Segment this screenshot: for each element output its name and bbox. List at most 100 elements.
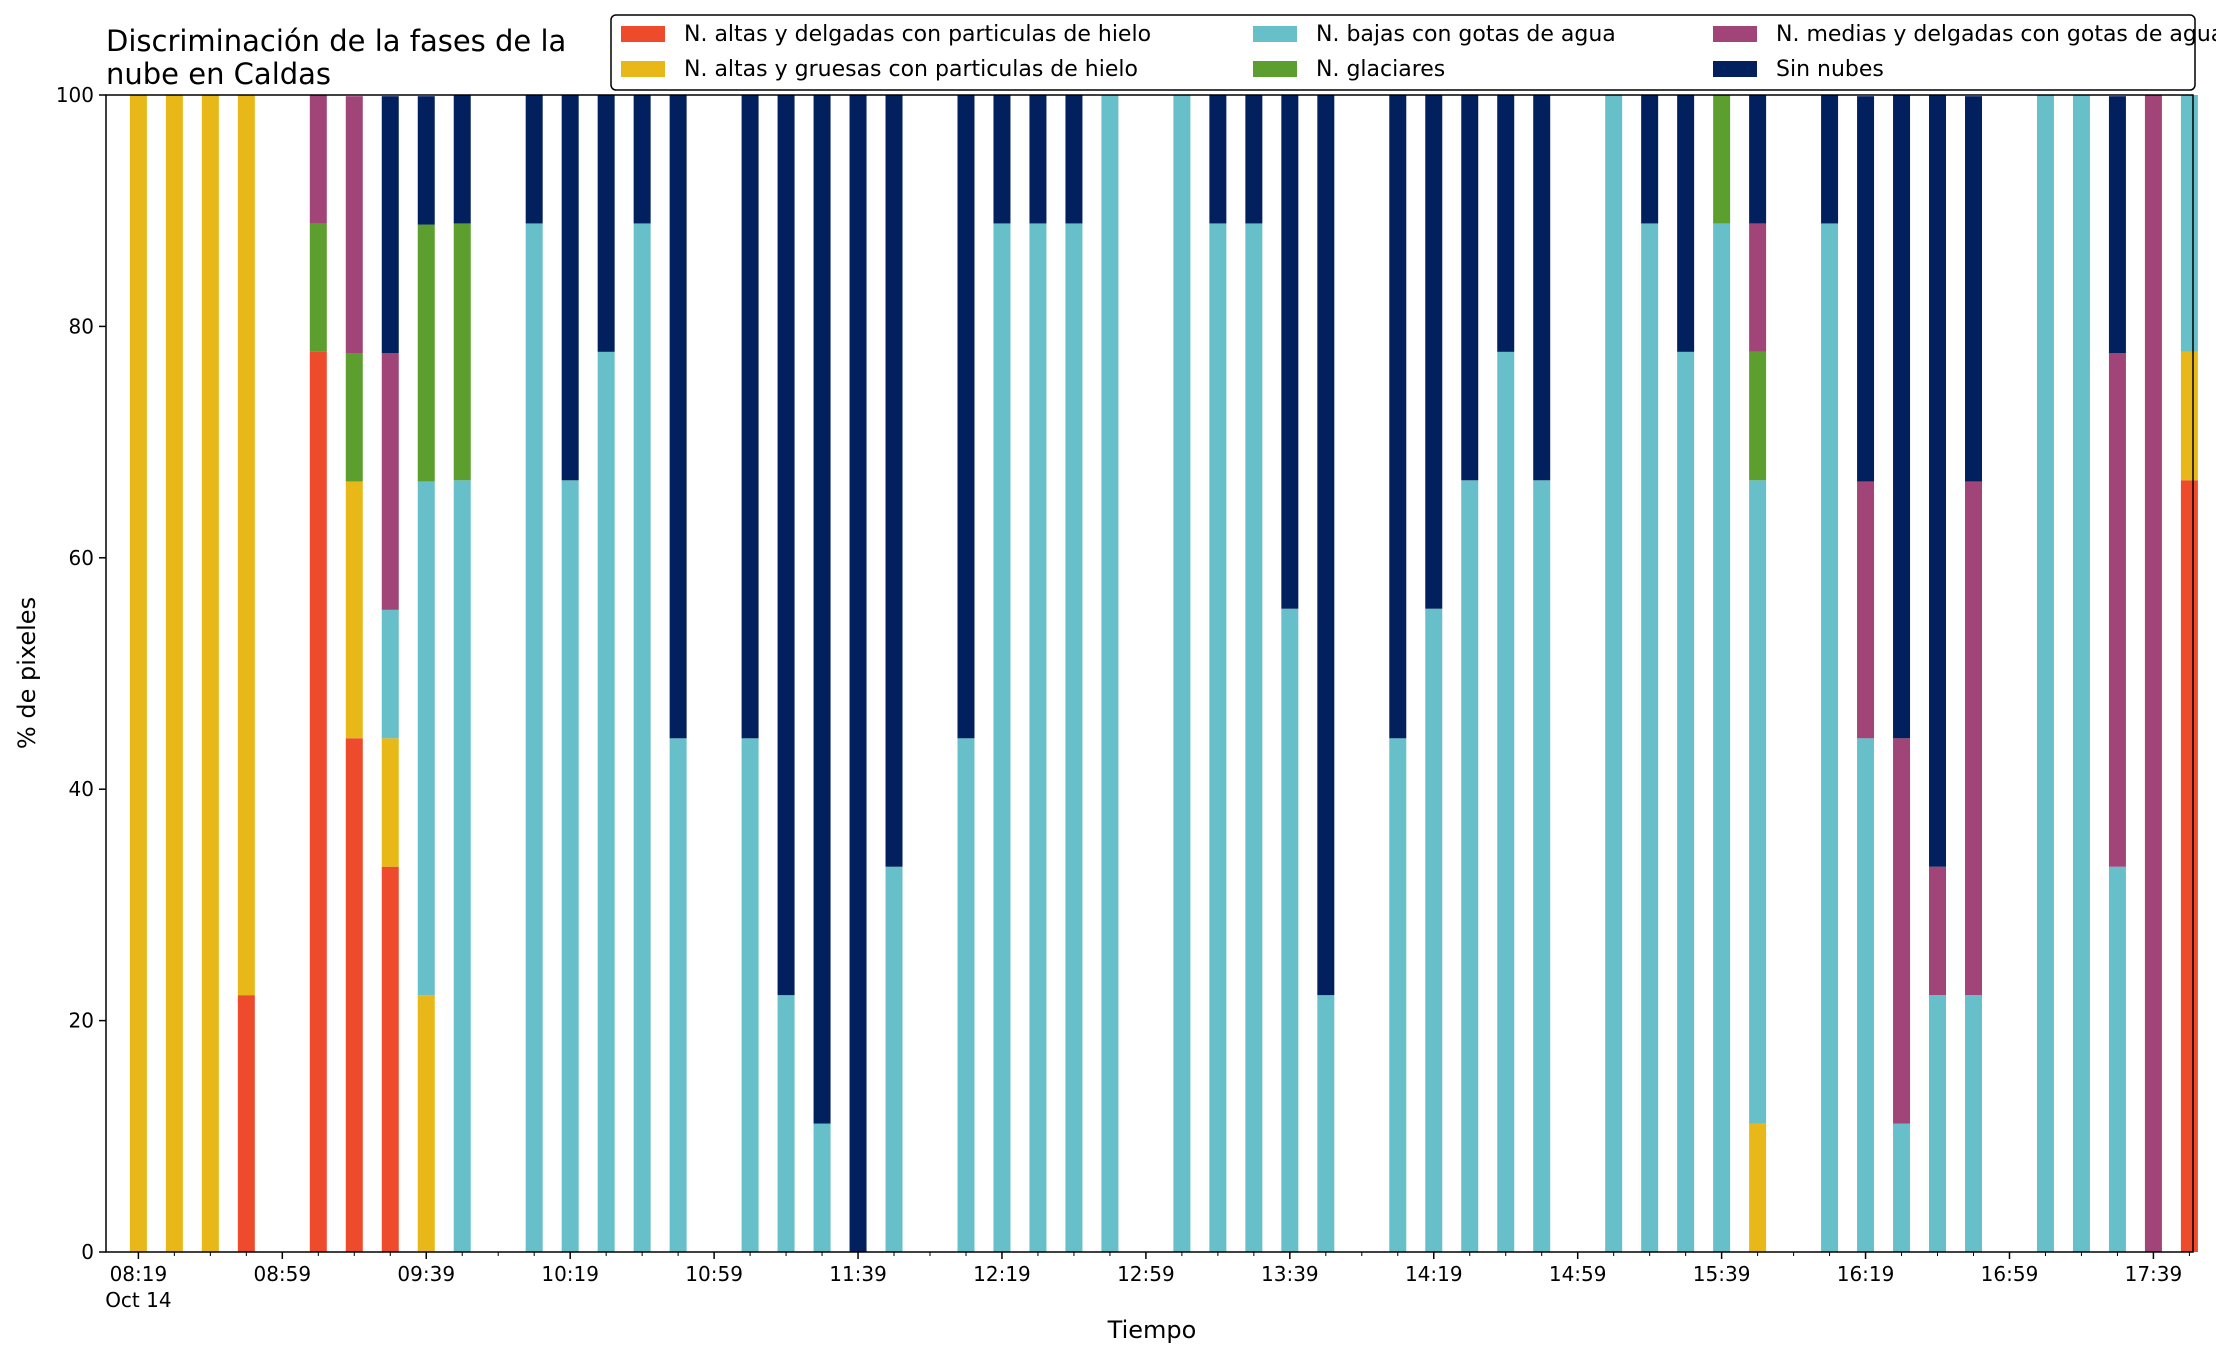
bar-segment-0929-s2 bbox=[381, 609, 399, 739]
y-axis-label: % de pixeles bbox=[13, 597, 41, 749]
bar-segment-1339-s2 bbox=[1281, 608, 1299, 1252]
bar-segment-1149-s5 bbox=[885, 95, 903, 867]
bar-segment-1329-s2 bbox=[1245, 223, 1263, 1253]
x-tick-label-14: 17:39 bbox=[2125, 1262, 2183, 1286]
x-tick-label-4: 10:59 bbox=[685, 1262, 743, 1286]
bar-segment-0949-s5 bbox=[453, 95, 471, 224]
bar-segment-1209-s5 bbox=[957, 95, 975, 739]
legend-label-2-0: N. medias y delgadas con gotas de agua bbox=[1776, 22, 2216, 47]
bar-segment-1139-s5 bbox=[849, 95, 867, 1252]
bar-segment-1319-s2 bbox=[1209, 223, 1227, 1253]
bar-segment-1349-s5 bbox=[1317, 95, 1335, 996]
bar-segment-0939-s3 bbox=[417, 224, 435, 482]
bar-segment-1409-s2 bbox=[1389, 738, 1407, 1252]
bar-segment-1719-s2 bbox=[2072, 95, 2090, 1252]
bar-segment-0919-s3 bbox=[345, 353, 363, 482]
bar-segment-1519-s2 bbox=[1641, 223, 1659, 1253]
bar-segment-0929-s0 bbox=[381, 866, 399, 1252]
bar-segment-1249-s2 bbox=[1101, 95, 1119, 1252]
x-tick-label-0: 08:19 bbox=[110, 1262, 168, 1286]
legend: N. altas y delgadas con particulas de hi… bbox=[610, 14, 2216, 91]
bar-segment-1209-s2 bbox=[957, 738, 975, 1252]
bar-segment-1029-s2 bbox=[597, 351, 615, 1253]
bar-segment-1439-s2 bbox=[1497, 351, 1515, 1253]
bar-segment-1529-s5 bbox=[1677, 95, 1695, 352]
legend-label-1-0: N. bajas con gotas de agua bbox=[1316, 22, 1616, 47]
bar-segment-1419-s2 bbox=[1425, 608, 1443, 1252]
bar-segment-0939-s1 bbox=[417, 995, 435, 1252]
bar-segment-1629-s5 bbox=[1893, 95, 1911, 739]
x-tick-label-10: 14:59 bbox=[1549, 1262, 1607, 1286]
x-tick-label-9: 14:19 bbox=[1405, 1262, 1463, 1286]
bar-segment-1729-s2 bbox=[2108, 866, 2126, 1252]
bar-segment-1609-s2 bbox=[1821, 223, 1839, 1253]
legend-entry-2-1: Sin nubes bbox=[1713, 57, 1884, 82]
bar-segment-1549-s2 bbox=[1749, 480, 1767, 1124]
bar-segment-1729-s4 bbox=[2108, 353, 2126, 867]
bar-segment-1419-s5 bbox=[1425, 95, 1443, 609]
bar-segment-0929-s5 bbox=[381, 96, 399, 354]
bar-segment-0939-s5 bbox=[417, 96, 435, 225]
bar-segment-1539-s3 bbox=[1713, 95, 1731, 224]
x-tick-label-2: 09:39 bbox=[397, 1262, 455, 1286]
bar-segment-0949-s2 bbox=[453, 480, 471, 1252]
y-tick-label-40: 40 bbox=[69, 777, 94, 801]
bar-segment-0919-s0 bbox=[345, 738, 363, 1252]
x-tick-label-5: 11:39 bbox=[829, 1262, 887, 1286]
bar-segment-1549-s4 bbox=[1749, 223, 1767, 352]
plot-frame bbox=[105, 94, 2194, 1253]
legend-swatch-2-0 bbox=[1713, 26, 1757, 42]
y-axis: 0 20 40 60 80 100 bbox=[56, 83, 106, 1264]
x-tick-label-3: 10:19 bbox=[541, 1262, 599, 1286]
chart-title-line-2: nube en Caldas bbox=[106, 57, 331, 91]
bar-segment-1549-s1 bbox=[1749, 1123, 1767, 1252]
bar-segment-1519-s5 bbox=[1641, 95, 1659, 224]
bar-segment-1019-s2 bbox=[561, 480, 579, 1252]
bar-segment-1049-s5 bbox=[669, 95, 687, 739]
y-tick-label-80: 80 bbox=[69, 314, 94, 338]
bar-segment-1609-s5 bbox=[1821, 95, 1839, 224]
y-tick-label-20: 20 bbox=[69, 1009, 94, 1033]
bar-segment-1019-s5 bbox=[561, 95, 579, 481]
bar-segment-1229-s5 bbox=[1029, 95, 1047, 224]
bar-segment-1339-s5 bbox=[1281, 95, 1299, 609]
bar-segment-1129-s5 bbox=[813, 95, 831, 1124]
bar-segment-1739-s4 bbox=[2144, 95, 2162, 1252]
bar-segment-1539-s2 bbox=[1713, 223, 1731, 1253]
legend-entry-1-1: N. glaciares bbox=[1253, 57, 1445, 82]
bar-segment-1429-s5 bbox=[1461, 95, 1479, 481]
legend-swatch-0-1 bbox=[621, 61, 665, 77]
bar-segment-1629-s4 bbox=[1893, 738, 1911, 1124]
bars-layer bbox=[129, 95, 2198, 1253]
legend-label-0-1: N. altas y gruesas con particulas de hie… bbox=[684, 57, 1138, 82]
bar-segment-1009-s2 bbox=[525, 223, 543, 1253]
bar-segment-0939-s2 bbox=[417, 481, 435, 996]
legend-box bbox=[610, 14, 2196, 91]
x-tick-label-6: 12:19 bbox=[973, 1262, 1031, 1286]
chart-title: Discriminación de la fases de la nube en… bbox=[106, 24, 566, 91]
legend-label-1-1: N. glaciares bbox=[1316, 57, 1445, 82]
bar-segment-1549-s3 bbox=[1749, 351, 1767, 481]
bar-segment-0929-s4 bbox=[381, 353, 399, 610]
bar-segment-0909-s0 bbox=[309, 351, 327, 1253]
bar-segment-1219-s5 bbox=[993, 95, 1011, 224]
bar-segment-1329-s5 bbox=[1245, 95, 1263, 224]
x-tick-label-8: 13:39 bbox=[1261, 1262, 1319, 1286]
bar-segment-1149-s2 bbox=[885, 866, 903, 1252]
bar-segment-0909-s3 bbox=[309, 223, 327, 352]
x-date-label: Oct 14 bbox=[105, 1288, 171, 1312]
x-tick-label-12: 16:19 bbox=[1837, 1262, 1895, 1286]
bar-segment-1309-s2 bbox=[1173, 95, 1191, 1252]
legend-swatch-0-0 bbox=[621, 26, 665, 42]
bar-segment-0829-s1 bbox=[165, 95, 183, 1252]
bar-segment-1229-s2 bbox=[1029, 223, 1047, 1253]
chart-title-line-1: Discriminación de la fases de la bbox=[106, 24, 566, 58]
bar-segment-1619-s2 bbox=[1857, 738, 1875, 1252]
x-tick-label-7: 12:59 bbox=[1117, 1262, 1175, 1286]
bar-segment-1319-s5 bbox=[1209, 95, 1227, 224]
bar-segment-0919-s1 bbox=[345, 481, 363, 739]
bar-segment-1649-s4 bbox=[1965, 481, 1983, 996]
legend-swatch-1-1 bbox=[1253, 61, 1297, 77]
bar-segment-1509-s2 bbox=[1605, 95, 1623, 1252]
bar-segment-1109-s5 bbox=[741, 95, 759, 739]
